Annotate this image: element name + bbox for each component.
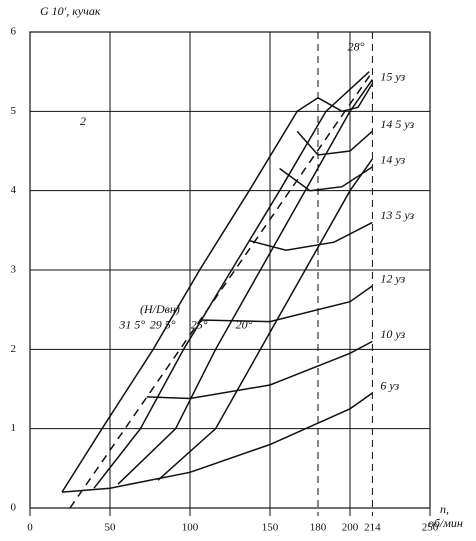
curve [93,71,370,489]
y-tick-label: 0 [11,502,17,514]
y-tick-label: 4 [11,184,17,196]
y-axis-label: G 10', кучак [40,4,101,18]
series-label: 20° [236,317,253,331]
x-axis-label: n, [440,502,449,516]
curve [317,83,374,113]
x-tick-label: 214 [364,522,381,534]
series-label: 12 уз [380,272,405,286]
curve [157,158,374,481]
x-tick-label: 100 [182,522,199,534]
series-label: 28° [348,40,365,54]
curve [117,79,374,485]
y-tick-label: 1 [11,422,17,434]
curve [279,166,373,192]
curve [296,130,373,156]
series-label: 29 5° [150,317,176,331]
y-tick-label: 2 [11,343,17,355]
series-label: 15 уз [380,69,405,83]
series-label: 10 уз [380,327,405,341]
curve [199,285,373,323]
x-tick-label: 50 [105,522,117,534]
x-tick-label: 200 [342,522,359,534]
y-tick-label: 3 [11,264,17,276]
y-tick-label: 5 [11,105,17,117]
series-label: 14 уз [380,153,405,167]
x-tick-label: 150 [262,522,279,534]
curve [146,340,373,400]
panel-label: 2 [80,114,86,128]
series-label: 31 5° [118,317,145,331]
curve [249,221,373,251]
curve [69,71,374,509]
x-tick-label: 180 [310,522,327,534]
series-label: 13 5 уз [380,208,414,222]
y-tick-label: 6 [11,26,17,38]
x-axis-unit: об/мин [428,516,463,530]
curve [61,392,373,493]
series-label: 14 5 уз [380,117,414,131]
x-tick-label: 0 [27,522,33,534]
pitch-note: (H/Dвн) [140,302,180,316]
x-tick-label: 250 [422,522,439,534]
curve [61,97,319,493]
series-label: 6 уз [380,379,399,393]
